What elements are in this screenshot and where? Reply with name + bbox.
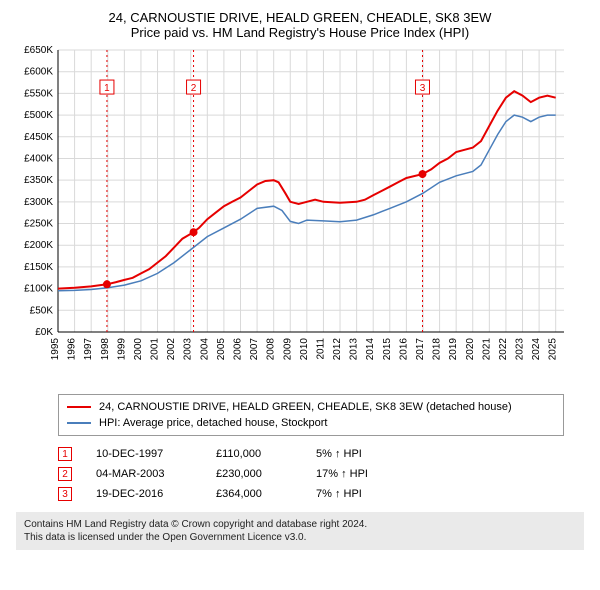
transaction-badge: 3 — [58, 487, 72, 501]
svg-text:2001: 2001 — [150, 338, 161, 361]
transactions: 1 10-DEC-1997 £110,000 5% ↑ HPI 2 04-MAR… — [58, 444, 564, 504]
transaction-price: £110,000 — [216, 448, 316, 460]
svg-text:£600K: £600K — [24, 67, 53, 78]
legend-row: 24, CARNOUSTIE DRIVE, HEALD GREEN, CHEAD… — [67, 399, 555, 415]
title-main: 24, CARNOUSTIE DRIVE, HEALD GREEN, CHEAD… — [8, 10, 592, 25]
titles: 24, CARNOUSTIE DRIVE, HEALD GREEN, CHEAD… — [8, 10, 592, 40]
svg-text:3: 3 — [420, 83, 426, 94]
legend-swatch — [67, 422, 91, 424]
transaction-row: 1 10-DEC-1997 £110,000 5% ↑ HPI — [58, 444, 564, 464]
transaction-date: 19-DEC-2016 — [96, 488, 216, 500]
svg-text:2015: 2015 — [382, 338, 393, 361]
transaction-pct: 7% ↑ HPI — [316, 488, 396, 500]
svg-text:2016: 2016 — [398, 338, 409, 361]
svg-text:1998: 1998 — [100, 338, 111, 361]
svg-text:£150K: £150K — [24, 262, 53, 273]
svg-text:2017: 2017 — [415, 338, 426, 361]
svg-text:2021: 2021 — [481, 338, 492, 361]
svg-text:2008: 2008 — [266, 338, 277, 361]
svg-text:2000: 2000 — [133, 338, 144, 361]
price-chart: £0K £50K £100K £150K £200K £250K £300K £350K £40… — [8, 46, 592, 386]
transaction-pct: 5% ↑ HPI — [316, 448, 396, 460]
legend-row: HPI: Average price, detached house, Stoc… — [67, 415, 555, 431]
svg-text:2014: 2014 — [365, 338, 376, 361]
title-sub: Price paid vs. HM Land Registry's House … — [8, 25, 592, 40]
svg-text:1995: 1995 — [50, 338, 61, 361]
svg-text:2012: 2012 — [332, 338, 343, 361]
svg-text:2018: 2018 — [432, 338, 443, 361]
legend: 24, CARNOUSTIE DRIVE, HEALD GREEN, CHEAD… — [58, 394, 564, 436]
svg-text:2019: 2019 — [448, 338, 459, 361]
svg-text:2003: 2003 — [183, 338, 194, 361]
transaction-row: 2 04-MAR-2003 £230,000 17% ↑ HPI — [58, 464, 564, 484]
transaction-price: £364,000 — [216, 488, 316, 500]
svg-text:£350K: £350K — [24, 175, 53, 186]
transaction-badge: 1 — [58, 447, 72, 461]
transaction-row: 3 19-DEC-2016 £364,000 7% ↑ HPI — [58, 484, 564, 504]
svg-text:2010: 2010 — [299, 338, 310, 361]
svg-text:£250K: £250K — [24, 219, 53, 230]
svg-text:2024: 2024 — [531, 338, 542, 361]
svg-text:2002: 2002 — [166, 338, 177, 361]
svg-text:1999: 1999 — [116, 338, 127, 361]
svg-text:2023: 2023 — [515, 338, 526, 361]
svg-text:1: 1 — [104, 83, 110, 94]
svg-text:2011: 2011 — [315, 338, 326, 360]
svg-text:1996: 1996 — [67, 338, 78, 361]
svg-text:2025: 2025 — [548, 338, 559, 361]
svg-text:2007: 2007 — [249, 338, 260, 361]
svg-text:£450K: £450K — [24, 132, 53, 143]
svg-text:£50K: £50K — [30, 305, 54, 316]
svg-text:£200K: £200K — [24, 240, 53, 251]
svg-text:£400K: £400K — [24, 153, 53, 164]
svg-text:£300K: £300K — [24, 197, 53, 208]
svg-text:1997: 1997 — [83, 338, 94, 361]
chart-svg: £0K £50K £100K £150K £200K £250K £300K £350K £40… — [8, 46, 592, 386]
svg-text:£100K: £100K — [24, 284, 53, 295]
legend-label: 24, CARNOUSTIE DRIVE, HEALD GREEN, CHEAD… — [99, 401, 512, 413]
svg-text:£550K: £550K — [24, 88, 53, 99]
page-container: 24, CARNOUSTIE DRIVE, HEALD GREEN, CHEAD… — [0, 0, 600, 556]
notice-line: Contains HM Land Registry data © Crown c… — [24, 518, 576, 531]
svg-text:2020: 2020 — [465, 338, 476, 361]
svg-text:£0K: £0K — [35, 327, 53, 338]
transaction-pct: 17% ↑ HPI — [316, 468, 396, 480]
legend-label: HPI: Average price, detached house, Stoc… — [99, 417, 328, 429]
legend-swatch — [67, 406, 91, 408]
transaction-date: 10-DEC-1997 — [96, 448, 216, 460]
svg-text:£500K: £500K — [24, 110, 53, 121]
transaction-price: £230,000 — [216, 468, 316, 480]
svg-text:£650K: £650K — [24, 46, 53, 56]
svg-text:2013: 2013 — [349, 338, 360, 361]
transaction-badge: 2 — [58, 467, 72, 481]
svg-text:2009: 2009 — [282, 338, 293, 361]
transaction-date: 04-MAR-2003 — [96, 468, 216, 480]
svg-text:2006: 2006 — [232, 338, 243, 361]
copyright-notice: Contains HM Land Registry data © Crown c… — [16, 512, 584, 550]
svg-text:2005: 2005 — [216, 338, 227, 361]
svg-text:2022: 2022 — [498, 338, 509, 361]
svg-text:2004: 2004 — [199, 338, 210, 361]
notice-line: This data is licensed under the Open Gov… — [24, 531, 576, 544]
svg-text:2: 2 — [191, 83, 197, 94]
